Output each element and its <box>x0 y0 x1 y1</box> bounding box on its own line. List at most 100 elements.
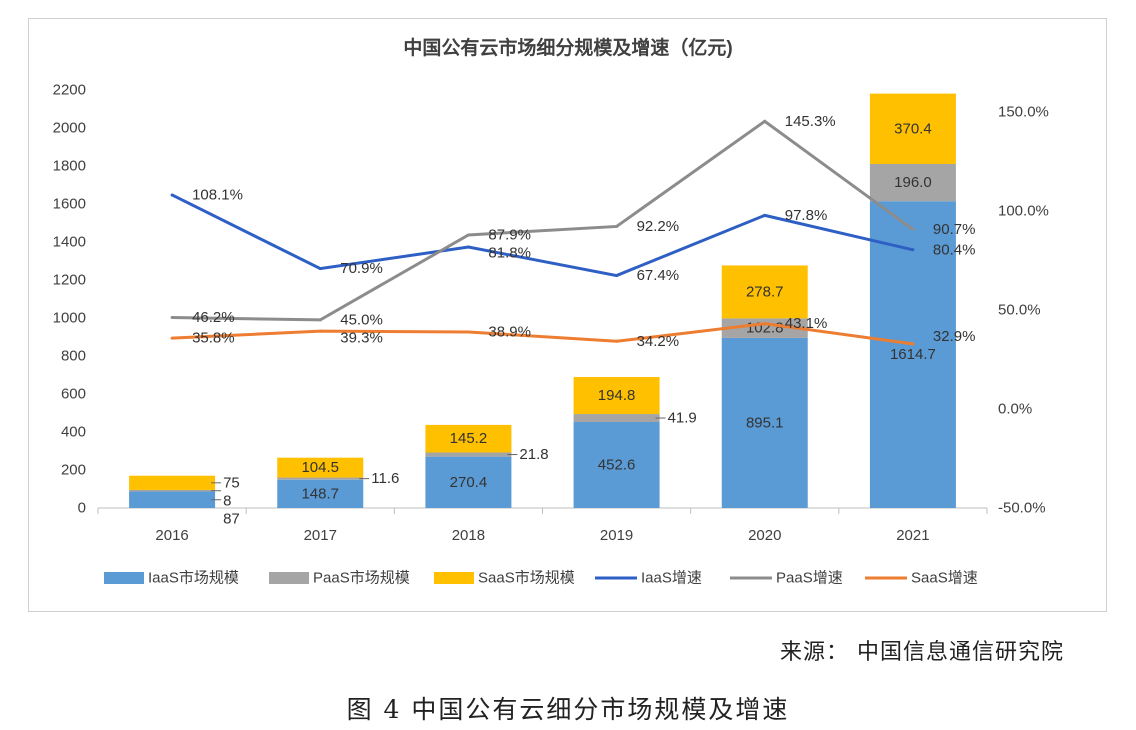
x-tick-label: 2020 <box>748 527 781 544</box>
x-tick-label: 2017 <box>304 527 337 544</box>
y-left-tick-label: 600 <box>61 386 86 403</box>
line-point <box>763 213 767 217</box>
bar-iaas-2021 <box>869 201 956 508</box>
chart-frame <box>28 18 1107 612</box>
bar-iaas-2016 <box>129 491 216 508</box>
line-data-label: 81.8% <box>488 244 531 261</box>
line-point <box>615 339 619 343</box>
bar-data-label: 1614.7 <box>890 346 936 363</box>
legend-swatch <box>104 572 144 584</box>
line-IaaS增速 <box>171 193 914 278</box>
line-point <box>466 245 470 249</box>
y-right-tick-label: 50.0% <box>998 302 1041 319</box>
line-point <box>615 224 619 228</box>
bar-paas-2021 <box>869 163 956 202</box>
legend-label: PaaS增速 <box>776 570 843 587</box>
bar-data-label: 41.9 <box>668 410 697 427</box>
bar-data-label: 895.1 <box>746 414 784 431</box>
legend-label: IaaS增速 <box>641 570 702 587</box>
bar-paas-2019 <box>573 414 660 423</box>
bar-data-label: 21.8 <box>519 446 548 463</box>
line-SaaS增速 <box>172 322 914 346</box>
line-point <box>911 342 915 346</box>
bar-data-label: 104.5 <box>301 459 339 476</box>
y-left-tick-label: 800 <box>61 348 86 365</box>
line-point <box>615 274 619 278</box>
chart-title: 中国公有云市场细分规模及增速（亿元) <box>403 36 732 59</box>
line-data-label: 34.2% <box>637 333 680 350</box>
line-data-label: 87.9% <box>488 226 531 243</box>
line-point <box>318 329 322 333</box>
bar-data-label: 8 <box>223 492 231 509</box>
y-left-tick-label: 1000 <box>53 310 86 327</box>
legend-swatch <box>434 572 474 584</box>
bar-paas-2017 <box>277 477 364 480</box>
line-data-label: 108.1% <box>192 186 243 203</box>
line-data-label: 38.9% <box>488 323 531 340</box>
bar-data-label: 370.4 <box>894 120 932 137</box>
y-left-tick-label: 200 <box>61 462 86 479</box>
line-point <box>318 318 322 322</box>
bar-saas-2021 <box>869 93 956 164</box>
line-PaaS增速 <box>172 119 914 322</box>
line-data-label: 92.2% <box>637 218 680 235</box>
bar-data-label: 194.8 <box>598 387 636 404</box>
line-data-label: 70.9% <box>340 260 383 277</box>
bar-paas-2016 <box>129 489 216 492</box>
line-point <box>170 316 174 320</box>
line-point <box>911 248 915 252</box>
line-point <box>763 322 767 326</box>
legend-label: IaaS市场规模 <box>148 570 239 587</box>
line-data-label: 80.4% <box>933 241 976 258</box>
line-data-label: 35.8% <box>192 330 235 347</box>
y-right-tick-label: 150.0% <box>998 104 1049 121</box>
figure-caption: 图 4 中国公有云细分市场规模及增速 <box>346 695 790 724</box>
bar-paas-2020 <box>721 318 808 338</box>
bar-saas-2020 <box>721 265 808 319</box>
line-data-label: 45.0% <box>340 311 383 328</box>
line-data-label: 145.3% <box>785 113 836 130</box>
bar-paas-2018 <box>425 452 512 457</box>
x-tick-label: 2016 <box>155 527 188 544</box>
bar-data-label: 278.7 <box>746 283 784 300</box>
bar-data-label: 270.4 <box>450 474 488 491</box>
line-data-label: 32.9% <box>933 328 976 345</box>
bar-data-label: 87 <box>223 510 240 527</box>
x-tick-label: 2018 <box>452 527 485 544</box>
y-right-tick-label: 0.0% <box>998 401 1032 418</box>
y-left-tick-label: 1200 <box>53 272 86 289</box>
x-tick-label: 2021 <box>896 527 929 544</box>
bar-saas-2019 <box>573 377 660 415</box>
legend-label: PaaS市场规模 <box>313 570 410 587</box>
y-left-tick-label: 0 <box>78 500 86 517</box>
bar-data-label: 145.2 <box>450 430 488 447</box>
bar-iaas-2017 <box>277 479 364 508</box>
y-right-tick-label: 100.0% <box>998 203 1049 220</box>
legend-label: SaaS增速 <box>911 570 978 587</box>
line-point <box>911 227 915 231</box>
legend-swatch <box>269 572 309 584</box>
bar-saas-2017 <box>277 457 364 478</box>
line-data-label: 43.1% <box>785 315 828 332</box>
y-left-tick-label: 1600 <box>53 196 86 213</box>
y-left-tick-label: 400 <box>61 424 86 441</box>
line-data-label: 90.7% <box>933 221 976 238</box>
y-left-tick-label: 1800 <box>53 158 86 175</box>
line-data-label: 67.4% <box>637 267 680 284</box>
line-point <box>170 336 174 340</box>
bar-data-label: 196.0 <box>894 174 932 191</box>
bar-data-label: 452.6 <box>598 457 636 474</box>
source-note: 来源： 中国信息通信研究院 <box>780 640 1064 665</box>
line-point <box>763 119 767 123</box>
line-point <box>466 233 470 237</box>
bar-saas-2018 <box>425 424 512 453</box>
y-right-tick-label: -50.0% <box>998 500 1046 517</box>
bar-data-label: 148.7 <box>301 485 339 502</box>
line-data-label: 97.8% <box>785 207 828 224</box>
y-left-tick-label: 2000 <box>53 120 86 137</box>
bar-iaas-2018 <box>425 456 512 508</box>
bar-saas-2016 <box>129 475 216 490</box>
y-left-tick-label: 2200 <box>53 82 86 99</box>
legend-label: SaaS市场规模 <box>478 570 575 587</box>
line-data-label: 46.2% <box>192 309 235 326</box>
